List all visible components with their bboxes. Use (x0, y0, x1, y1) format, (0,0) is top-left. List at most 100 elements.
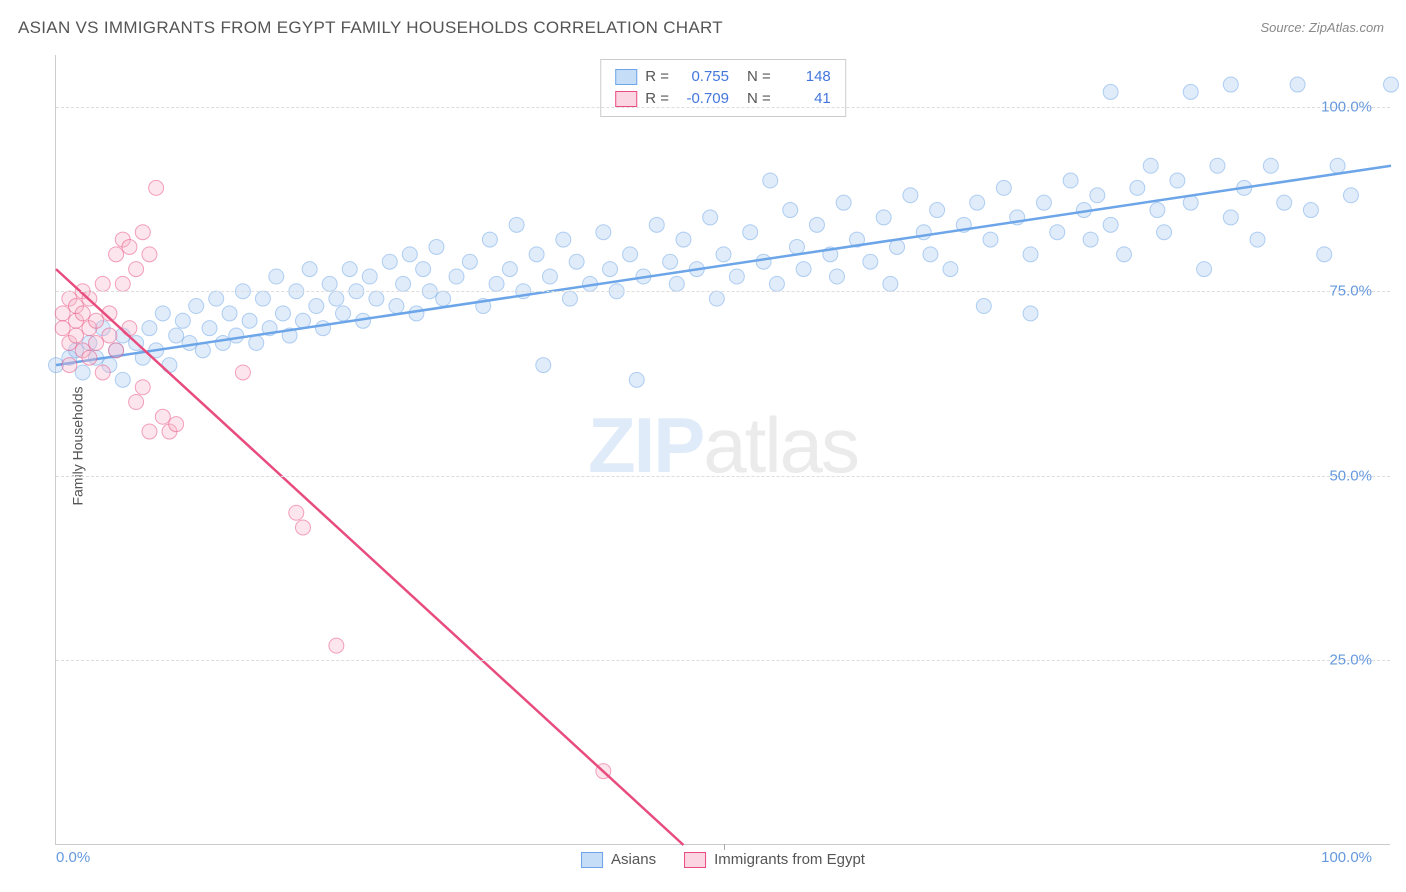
data-point (562, 291, 577, 306)
data-point (796, 262, 811, 277)
data-point (322, 276, 337, 291)
data-point (1143, 158, 1158, 173)
data-point (209, 291, 224, 306)
data-point (89, 313, 104, 328)
data-point (529, 247, 544, 262)
data-point (789, 239, 804, 254)
data-point (329, 291, 344, 306)
data-point (482, 232, 497, 247)
data-point (703, 210, 718, 225)
data-point (569, 254, 584, 269)
data-point (943, 262, 958, 277)
plot-area: ZIPatlas R =0.755N =148R =-0.709N =41 As… (55, 55, 1390, 845)
data-point (309, 299, 324, 314)
r-value: 0.755 (677, 66, 729, 88)
data-point (983, 232, 998, 247)
data-point (202, 321, 217, 336)
data-point (55, 321, 70, 336)
data-point (249, 335, 264, 350)
data-point (189, 299, 204, 314)
data-point (1330, 158, 1345, 173)
chart-container: ASIAN VS IMMIGRANTS FROM EGYPT FAMILY HO… (0, 0, 1406, 892)
data-point (222, 306, 237, 321)
data-point (462, 254, 477, 269)
data-point (342, 262, 357, 277)
data-point (556, 232, 571, 247)
data-point (362, 269, 377, 284)
data-point (149, 180, 164, 195)
gridline-h (56, 291, 1390, 292)
data-point (235, 365, 250, 380)
data-point (1050, 225, 1065, 240)
data-point (1023, 306, 1038, 321)
data-point (1150, 203, 1165, 218)
data-point (729, 269, 744, 284)
data-point (122, 321, 137, 336)
data-point (142, 424, 157, 439)
data-point (1083, 232, 1098, 247)
data-point (155, 409, 170, 424)
data-point (509, 217, 524, 232)
data-point (75, 306, 90, 321)
legend-item: Immigrants from Egypt (684, 851, 865, 868)
data-point (302, 262, 317, 277)
data-point (122, 239, 137, 254)
data-point (502, 262, 517, 277)
data-point (129, 262, 144, 277)
y-tick-label: 25.0% (1329, 652, 1372, 669)
legend-label: Immigrants from Egypt (714, 851, 865, 868)
data-point (1103, 84, 1118, 99)
data-point (389, 299, 404, 314)
data-point (402, 247, 417, 262)
data-point (109, 247, 124, 262)
data-point (1277, 195, 1292, 210)
data-point (976, 299, 991, 314)
data-point (169, 417, 184, 432)
data-point (970, 195, 985, 210)
data-point (1170, 173, 1185, 188)
data-point (449, 269, 464, 284)
y-tick-label: 50.0% (1329, 467, 1372, 484)
data-point (923, 247, 938, 262)
data-point (336, 306, 351, 321)
data-point (75, 365, 90, 380)
data-point (1343, 188, 1358, 203)
data-point (142, 321, 157, 336)
data-point (716, 247, 731, 262)
data-point (1223, 77, 1238, 92)
data-point (102, 328, 117, 343)
data-point (809, 217, 824, 232)
data-point (829, 269, 844, 284)
series-swatch (615, 69, 637, 85)
data-point (676, 232, 691, 247)
chart-title: ASIAN VS IMMIGRANTS FROM EGYPT FAMILY HO… (18, 18, 723, 38)
data-point (215, 335, 230, 350)
data-point (289, 505, 304, 520)
series-swatch (615, 91, 637, 107)
data-point (623, 247, 638, 262)
data-point (863, 254, 878, 269)
trend-line (56, 269, 683, 845)
data-point (629, 372, 644, 387)
legend-label: Asians (611, 851, 656, 868)
data-point (1197, 262, 1212, 277)
data-point (1103, 217, 1118, 232)
data-point (135, 225, 150, 240)
data-point (95, 276, 110, 291)
data-point (95, 365, 110, 380)
y-tick-label: 75.0% (1329, 283, 1372, 300)
data-point (129, 395, 144, 410)
data-point (255, 291, 270, 306)
data-point (836, 195, 851, 210)
data-point (409, 306, 424, 321)
data-point (295, 313, 310, 328)
data-point (229, 328, 244, 343)
data-point (769, 276, 784, 291)
data-point (1223, 210, 1238, 225)
legend-swatch (581, 852, 603, 868)
x-tick-label: 0.0% (56, 849, 90, 866)
data-point (669, 276, 684, 291)
data-point (182, 335, 197, 350)
data-point (369, 291, 384, 306)
data-point (1317, 247, 1332, 262)
